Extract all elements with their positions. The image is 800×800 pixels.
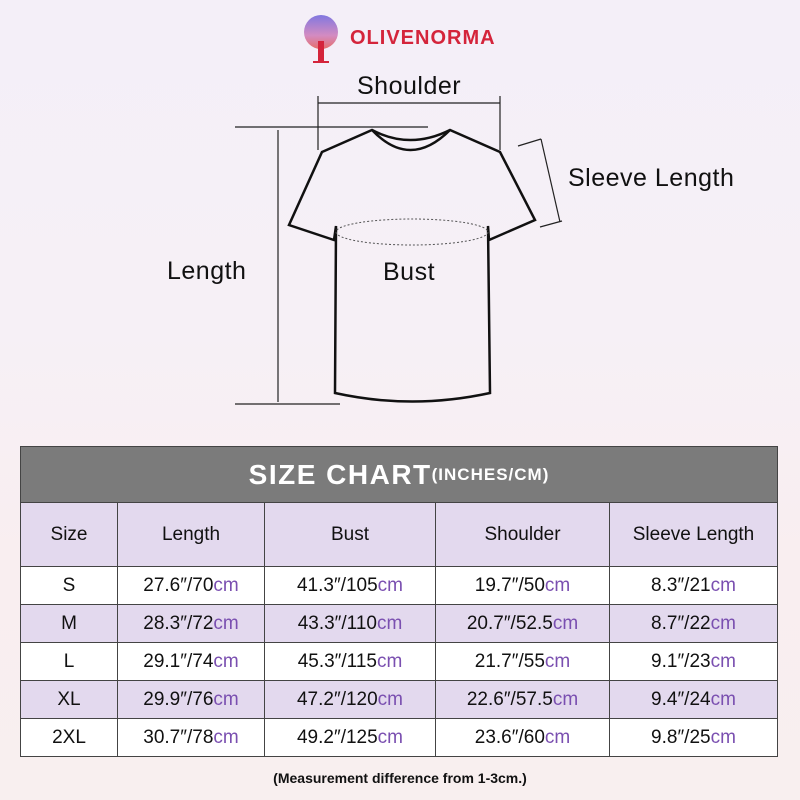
tshirt-diagram — [235, 96, 563, 405]
unit-cm: cm — [213, 574, 239, 596]
measurement-cell: 30.7″/78 cm — [117, 719, 264, 756]
unit-cm: cm — [544, 650, 571, 672]
measurement-cell: 8.7″/22 cm — [609, 605, 777, 642]
measurement-value: 29.1″/74 — [143, 650, 214, 672]
table-title-units: (INCHES/CM) — [431, 464, 550, 484]
measurement-value: 20.7″/52.5 — [466, 612, 553, 634]
measurement-cell: 23.6″/60 cm — [435, 719, 609, 756]
measurement-value: 30.7″/78 — [143, 726, 214, 748]
size-cell: S — [62, 574, 76, 596]
sleeve-length-label: Sleeve Length — [568, 164, 735, 192]
measurement-value: 29.9″/76 — [143, 688, 214, 710]
measurement-cell: 8.3″/21 cm — [609, 567, 777, 604]
unit-cm: cm — [213, 650, 239, 672]
measurement-value: 43.3″/110 — [297, 612, 377, 634]
unit-cm: cm — [213, 726, 239, 748]
measurement-cell: 9.4″/24 cm — [609, 681, 777, 718]
measurement-note: (Measurement difference from 1-3cm.) — [273, 770, 527, 786]
measurement-value: 49.2″/125 — [296, 726, 378, 748]
measurement-cell: 43.3″/110 cm — [264, 605, 435, 642]
brand-name: OLIVENORMA — [350, 26, 496, 49]
measurement-value: 27.6″/70 — [143, 574, 214, 596]
unit-cm: cm — [552, 612, 579, 634]
measurement-cell: 21.7″/55 cm — [435, 643, 609, 680]
size-cell: M — [61, 612, 77, 634]
measurement-cell: 29.1″/74 cm — [117, 643, 264, 680]
measurement-cell: 9.8″/25 cm — [609, 719, 777, 756]
shoulder-label: Shoulder — [357, 72, 462, 100]
unit-cm: cm — [377, 574, 403, 596]
measurement-cell: 47.2″/120 cm — [264, 681, 435, 718]
header-shoulder: Shoulder — [435, 503, 609, 566]
bust-label: Bust — [383, 258, 436, 286]
measurement-value: 8.3″/21 — [651, 574, 711, 596]
measurement-cell: 20.7″/52.5 cm — [435, 605, 609, 642]
measurement-cell: 28.3″/72 cm — [117, 605, 264, 642]
size-cell: L — [63, 650, 75, 672]
size-chart-table: SIZE CHART (INCHES/CM) Size Length Bust S… — [20, 446, 778, 757]
measurement-cell: 49.2″/125 cm — [264, 719, 435, 756]
table-title: SIZE CHART (INCHES/CM) — [21, 447, 777, 502]
measurement-cell: 9.1″/23 cm — [609, 643, 777, 680]
table-row: XL 29.9″/76 cm 47.2″/120 cm 22.6″/57.5 cm 9.4″/… — [21, 680, 777, 718]
unit-cm: cm — [710, 650, 736, 672]
unit-cm: cm — [710, 612, 736, 634]
measurement-value: 41.3″/105 — [296, 574, 378, 596]
brand-logo: OLIVENORMA — [298, 12, 496, 64]
measurement-value: 21.7″/55 — [474, 650, 545, 672]
measurement-cell: 41.3″/105 cm — [264, 567, 435, 604]
table-row: L 29.1″/74 cm 45.3″/115 cm 21.7″/55 cm 9.1″/23 c… — [21, 642, 777, 680]
unit-cm: cm — [376, 650, 403, 672]
size-cell: 2XL — [52, 726, 86, 748]
table-row: 2XL 30.7″/78 cm 49.2″/125 cm 23.6″/60 cm 9.8″/2… — [21, 718, 777, 756]
table-row: M 28.3″/72 cm 43.3″/110 cm 20.7″/52.5 cm 8.7″/2… — [21, 604, 777, 642]
unit-cm: cm — [376, 612, 403, 634]
measurement-cell: 22.6″/57.5 cm — [435, 681, 609, 718]
length-label: Length — [167, 257, 247, 285]
measurement-cell: 29.9″/76 cm — [117, 681, 264, 718]
unit-cm: cm — [544, 726, 571, 748]
unit-cm: cm — [377, 688, 403, 710]
measurement-value: 28.3″/72 — [143, 612, 214, 634]
measurement-value: 47.2″/120 — [296, 688, 378, 710]
table-title-text: SIZE CHART — [248, 458, 432, 490]
unit-cm: cm — [710, 574, 736, 596]
measurement-cell: 27.6″/70 cm — [117, 567, 264, 604]
measurement-value: 22.6″/57.5 — [466, 688, 553, 710]
header-sleeve-length: Sleeve Length — [609, 503, 777, 566]
measurement-value: 19.7″/50 — [474, 574, 545, 596]
unit-cm: cm — [710, 726, 736, 748]
tree-logo-icon — [304, 15, 338, 63]
unit-cm: cm — [213, 688, 239, 710]
unit-cm: cm — [552, 688, 579, 710]
unit-cm: cm — [544, 574, 571, 596]
measurement-value: 9.1″/23 — [651, 650, 711, 672]
measurement-cell: 45.3″/115 cm — [264, 643, 435, 680]
measurement-value: 9.8″/25 — [651, 726, 711, 748]
table-header-row: Size Length Bust Shoulder Sleeve Length — [21, 502, 777, 566]
measurement-value: 9.4″/24 — [651, 688, 711, 710]
size-cell: XL — [57, 688, 81, 710]
header-bust: Bust — [264, 503, 435, 566]
measurement-value: 23.6″/60 — [474, 726, 545, 748]
measurement-value: 8.7″/22 — [651, 612, 711, 634]
table-row: S 27.6″/70 cm 41.3″/105 cm 19.7″/50 cm 8.3″/21 c… — [21, 566, 777, 604]
header-size: Size — [50, 523, 88, 545]
header-length: Length — [117, 503, 264, 566]
measurement-value: 45.3″/115 — [297, 650, 377, 672]
measurement-cell: 19.7″/50 cm — [435, 567, 609, 604]
unit-cm: cm — [377, 726, 403, 748]
unit-cm: cm — [213, 612, 239, 634]
unit-cm: cm — [710, 688, 736, 710]
